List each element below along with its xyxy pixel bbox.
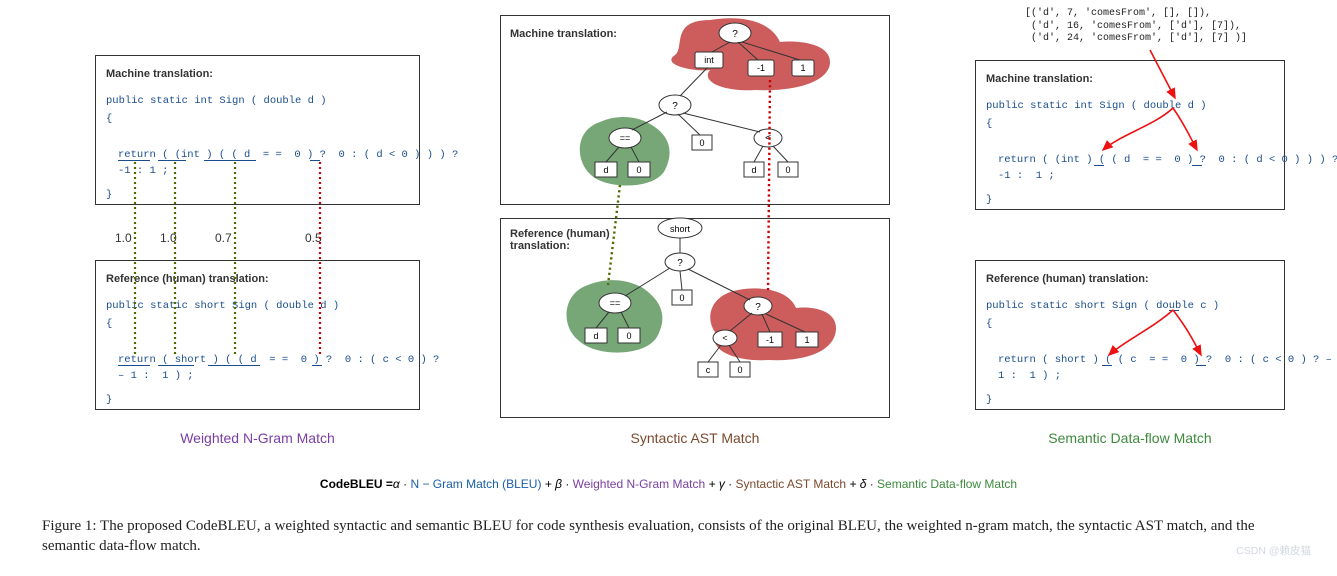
svg-text:d: d: [593, 331, 598, 341]
f-df: Semantic Data-flow Match: [877, 477, 1017, 491]
svg-text:<: <: [722, 333, 727, 343]
f-p1: + β ·: [541, 477, 572, 491]
svg-text:1: 1: [804, 335, 809, 345]
csdn-watermark: CSDN @赖皮猫: [1236, 543, 1311, 558]
svg-text:0: 0: [785, 165, 790, 175]
svg-text:?: ?: [755, 302, 761, 313]
f-p2: + γ ·: [705, 477, 735, 491]
f-p3: + δ ·: [846, 477, 877, 491]
right-mt-arrows: [975, 40, 1295, 230]
svg-text:?: ?: [677, 258, 683, 269]
svg-text:==: ==: [620, 133, 631, 143]
svg-text:d: d: [751, 165, 756, 175]
svg-text:0: 0: [636, 165, 641, 175]
svg-text:0: 0: [679, 293, 684, 303]
ast-match-green: [608, 185, 620, 285]
svg-text:0: 0: [737, 365, 742, 375]
figure-canvas: Machine translation: public static int S…: [0, 0, 1337, 576]
ast-match-red: [768, 80, 770, 292]
f-prefix: CodeBLEU =: [320, 477, 393, 491]
green-blob-top: [580, 117, 670, 186]
left-section-title: Weighted N-Gram Match: [95, 430, 420, 446]
svg-text:-1: -1: [766, 335, 774, 345]
left-match-lines: [95, 55, 420, 415]
svg-text:==: ==: [610, 298, 621, 308]
svg-text:d: d: [603, 165, 608, 175]
figure-caption: Figure 1: The proposed CodeBLEU, a weigh…: [42, 516, 1302, 557]
ast-svg: ? int -1 1 ? 0 < d 0 == d: [500, 10, 890, 430]
svg-text:int: int: [704, 55, 714, 65]
red-blob-bot: [710, 288, 836, 360]
svg-text:1: 1: [800, 63, 805, 73]
svg-text:0: 0: [626, 331, 631, 341]
mid-section-title: Syntactic AST Match: [500, 430, 890, 446]
right-ref-arrows: [975, 260, 1295, 430]
codebleu-formula: CodeBLEU =α · N − Gram Match (BLEU) + β …: [0, 477, 1337, 491]
right-section-title: Semantic Data-flow Match: [975, 430, 1285, 446]
f-ngram: Weighted N-Gram Match: [573, 477, 706, 491]
f-alpha: α ·: [393, 477, 411, 491]
svg-text:?: ?: [732, 29, 738, 40]
svg-text:?: ?: [672, 101, 678, 112]
svg-text:0: 0: [699, 138, 704, 148]
svg-text:-1: -1: [757, 63, 765, 73]
green-blob-bot: [567, 280, 663, 353]
f-bleu: N − Gram Match (BLEU): [410, 477, 541, 491]
f-ast: Syntactic AST Match: [736, 477, 847, 491]
svg-text:c: c: [706, 365, 711, 375]
svg-text:short: short: [670, 224, 691, 234]
